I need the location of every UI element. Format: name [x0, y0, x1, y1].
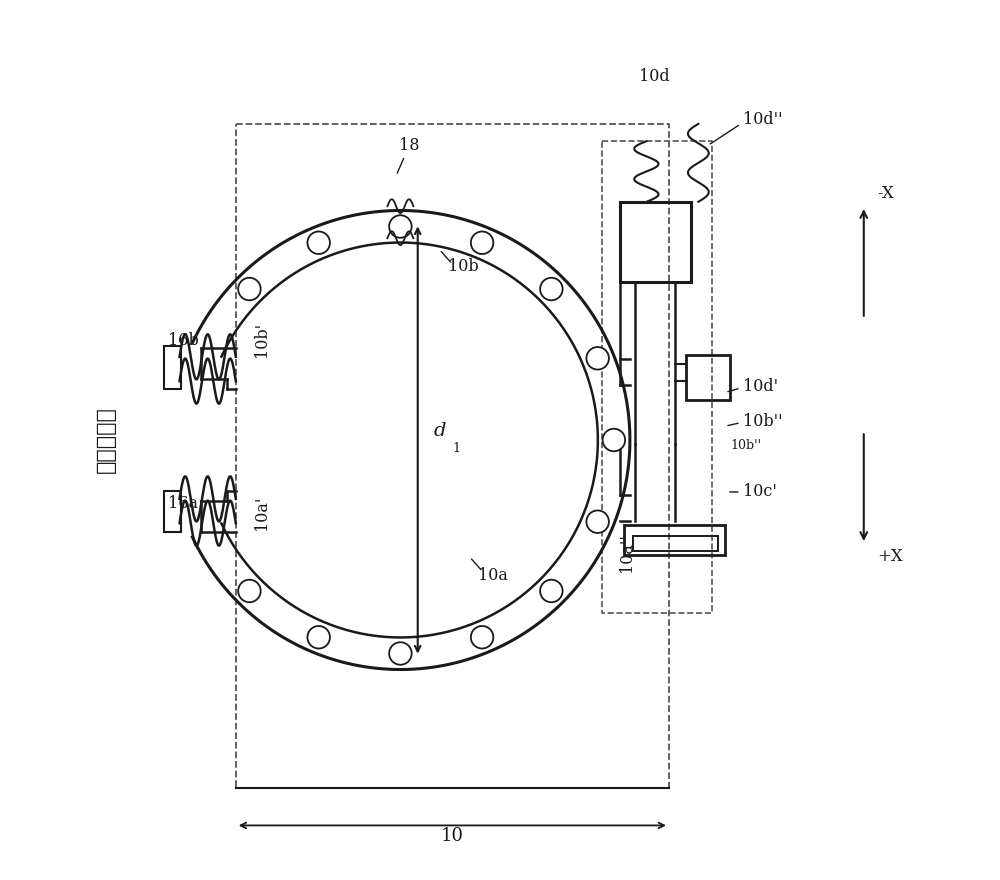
Circle shape: [471, 231, 493, 254]
Circle shape: [238, 580, 261, 602]
Bar: [620, 202, 691, 282]
Circle shape: [540, 580, 563, 602]
Text: 16b: 16b: [168, 332, 199, 348]
Text: 10c': 10c': [743, 483, 776, 501]
Circle shape: [307, 231, 330, 254]
Text: 18: 18: [399, 137, 419, 154]
Circle shape: [238, 278, 261, 300]
Bar: [686, 356, 730, 400]
Text: 16a: 16a: [168, 495, 198, 511]
Circle shape: [307, 626, 330, 649]
Text: +X: +X: [877, 548, 903, 565]
Circle shape: [603, 429, 625, 451]
Circle shape: [540, 278, 563, 300]
Bar: [633, 536, 718, 551]
Circle shape: [586, 510, 609, 533]
Text: 1: 1: [452, 442, 460, 455]
Text: 10a'': 10a'': [618, 532, 635, 572]
Circle shape: [389, 642, 412, 664]
Bar: [164, 346, 181, 389]
Circle shape: [586, 347, 609, 370]
Circle shape: [471, 626, 493, 649]
Text: d: d: [433, 422, 446, 440]
Text: 10a': 10a': [253, 495, 270, 530]
Text: 10a: 10a: [478, 568, 508, 584]
Text: 10d'': 10d'': [743, 111, 782, 128]
Text: 10: 10: [441, 827, 464, 845]
Bar: [164, 491, 181, 532]
Text: 10b': 10b': [253, 322, 270, 357]
Text: 10b'': 10b'': [730, 438, 762, 451]
Text: 10d': 10d': [743, 378, 778, 394]
Text: 10b: 10b: [448, 258, 479, 275]
Bar: [624, 524, 725, 555]
Text: -X: -X: [877, 185, 894, 202]
Text: 连接至电源: 连接至电源: [96, 407, 116, 473]
Circle shape: [389, 216, 412, 238]
Text: 10d: 10d: [639, 68, 669, 84]
Text: 10b'': 10b'': [743, 413, 782, 430]
